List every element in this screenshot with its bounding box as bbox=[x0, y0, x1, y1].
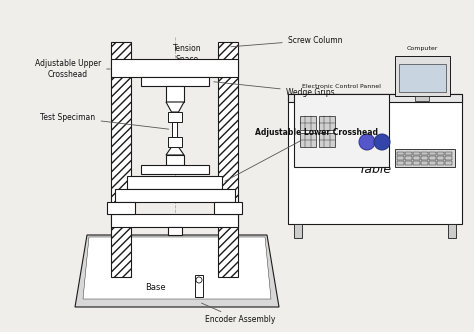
Bar bbox=[288, 94, 462, 102]
Bar bbox=[218, 42, 238, 277]
Bar bbox=[111, 42, 131, 277]
Bar bbox=[141, 165, 209, 174]
Text: Base: Base bbox=[145, 283, 165, 291]
Bar bbox=[421, 151, 428, 155]
Bar bbox=[168, 112, 182, 122]
Bar bbox=[300, 133, 316, 147]
Bar bbox=[405, 151, 412, 155]
Bar bbox=[438, 161, 445, 164]
Bar bbox=[173, 122, 177, 137]
Bar bbox=[111, 59, 238, 77]
Bar bbox=[319, 116, 335, 130]
Bar bbox=[398, 151, 404, 155]
Polygon shape bbox=[166, 147, 184, 155]
Text: Encoder Assembly: Encoder Assembly bbox=[201, 303, 275, 324]
Bar bbox=[448, 224, 456, 238]
Bar bbox=[195, 275, 203, 297]
Bar bbox=[300, 116, 316, 130]
Text: Tension
Space: Tension Space bbox=[173, 44, 201, 64]
Text: Test Speciman: Test Speciman bbox=[40, 113, 169, 129]
Bar bbox=[168, 137, 182, 147]
Bar bbox=[399, 64, 446, 92]
Bar bbox=[446, 151, 453, 155]
Bar bbox=[413, 151, 420, 155]
Bar bbox=[294, 94, 389, 167]
Bar bbox=[416, 96, 429, 101]
Polygon shape bbox=[166, 102, 184, 112]
Bar bbox=[446, 156, 453, 160]
Bar bbox=[288, 94, 462, 224]
Bar bbox=[421, 161, 428, 164]
Bar bbox=[429, 151, 437, 155]
Circle shape bbox=[374, 134, 390, 150]
Bar bbox=[214, 202, 242, 214]
Bar bbox=[429, 161, 437, 164]
Bar bbox=[166, 155, 184, 165]
Bar bbox=[413, 161, 420, 164]
Text: Screw Column: Screw Column bbox=[231, 36, 342, 47]
Bar bbox=[319, 133, 335, 147]
Bar bbox=[405, 156, 412, 160]
Bar bbox=[107, 202, 135, 214]
Bar bbox=[294, 224, 302, 238]
Bar bbox=[438, 156, 445, 160]
Bar bbox=[429, 156, 437, 160]
Bar bbox=[405, 161, 412, 164]
Bar bbox=[115, 189, 235, 202]
Polygon shape bbox=[83, 237, 271, 299]
Bar bbox=[398, 156, 404, 160]
Bar bbox=[166, 86, 184, 102]
Bar bbox=[168, 227, 182, 235]
Bar bbox=[128, 176, 222, 189]
Bar bbox=[438, 151, 445, 155]
Text: Computer: Computer bbox=[407, 46, 438, 51]
Circle shape bbox=[359, 134, 375, 150]
Text: Adjustable Upper
Crosshead: Adjustable Upper Crosshead bbox=[35, 59, 110, 79]
Text: Wedge Grips: Wedge Grips bbox=[214, 82, 334, 97]
Bar bbox=[111, 214, 238, 227]
Bar bbox=[446, 161, 453, 164]
Polygon shape bbox=[75, 235, 279, 307]
Bar bbox=[398, 161, 404, 164]
Bar bbox=[421, 156, 428, 160]
Bar bbox=[141, 77, 209, 86]
Bar bbox=[413, 156, 420, 160]
Bar bbox=[395, 149, 455, 167]
Text: Table: Table bbox=[358, 162, 392, 176]
Circle shape bbox=[196, 277, 202, 283]
Bar bbox=[395, 56, 450, 96]
Text: Adjustable Lower Crosshead: Adjustable Lower Crosshead bbox=[225, 127, 379, 181]
Text: Electronic Control Pannel: Electronic Control Pannel bbox=[302, 84, 381, 89]
